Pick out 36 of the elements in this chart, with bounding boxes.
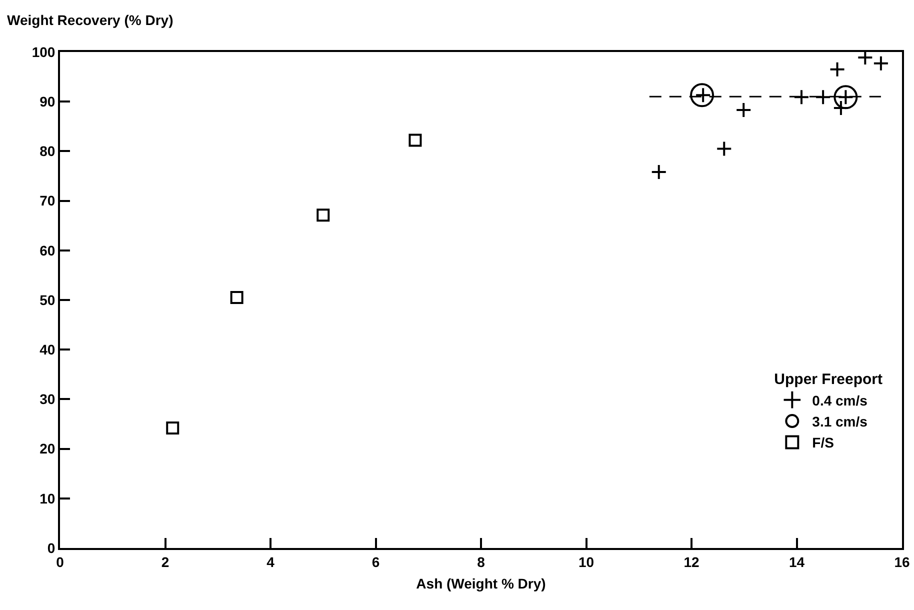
legend-title: Upper Freeport — [774, 371, 883, 388]
y-axis-title: Weight Recovery (% Dry) — [7, 12, 174, 28]
point — [408, 134, 422, 147]
y-tick-label: 60 — [40, 242, 56, 258]
legend-label: 0.4 cm/s — [812, 392, 868, 408]
x-tick-label: 10 — [578, 554, 594, 570]
x-tick-label: 2 — [161, 554, 170, 570]
point — [829, 61, 846, 78]
y-tick-label: 100 — [32, 44, 56, 60]
y-tick-label: 90 — [40, 94, 56, 110]
point — [650, 164, 667, 180]
y-tick-label: 30 — [40, 391, 56, 408]
point — [166, 421, 180, 434]
x-tick-label: 4 — [266, 554, 275, 570]
point — [316, 208, 330, 222]
y-tick-label: 20 — [40, 440, 56, 457]
x-tick-label: 8 — [477, 554, 486, 570]
x-tick-label: 6 — [372, 554, 380, 570]
y-tick-label: 70 — [40, 192, 56, 209]
y-tick-label: 10 — [40, 490, 56, 506]
point — [793, 89, 810, 106]
y-tick-label: 40 — [40, 342, 56, 358]
y-tick-label: 0 — [47, 540, 56, 556]
point — [872, 55, 889, 72]
point — [815, 89, 832, 106]
y-tick-label: 80 — [40, 143, 56, 160]
point — [736, 102, 752, 118]
y-tick-label: 50 — [40, 292, 56, 308]
legend-label: F/S — [812, 434, 834, 451]
x-tick-label: 14 — [788, 554, 805, 570]
x-axis-title: Ash (Weight % Dry) — [416, 576, 546, 592]
x-tick-label: 16 — [894, 554, 910, 570]
point — [230, 291, 244, 304]
legend-label: 3.1 cm/s — [812, 413, 868, 430]
x-tick-label: 12 — [684, 554, 700, 570]
point — [716, 140, 732, 157]
